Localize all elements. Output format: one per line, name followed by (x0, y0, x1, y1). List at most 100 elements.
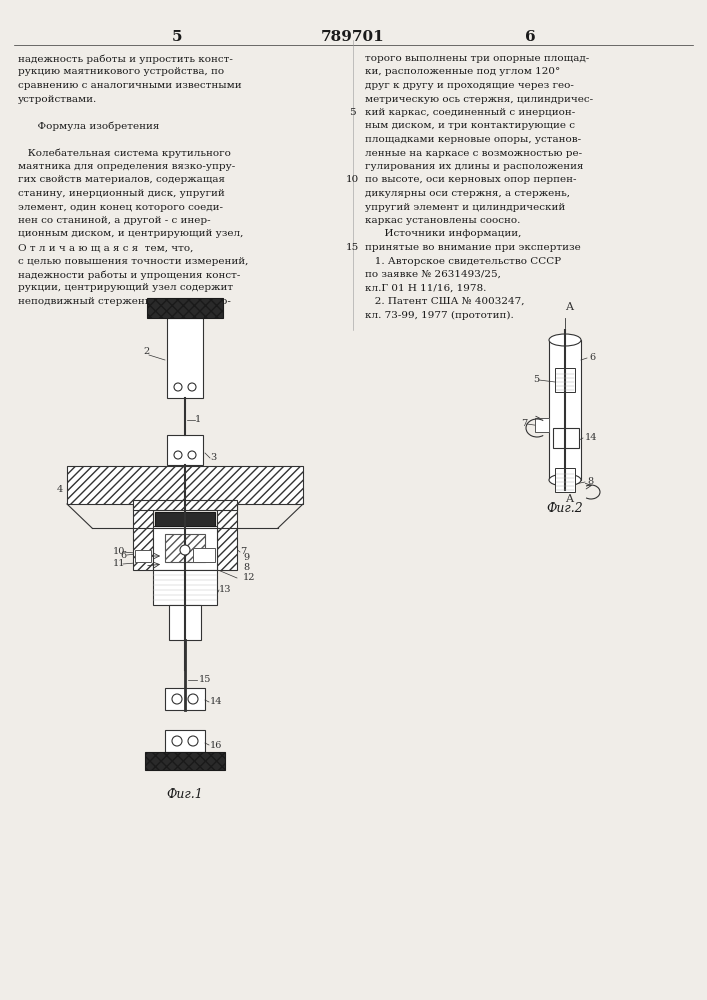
Text: рукцию маятникового устройства, по: рукцию маятникового устройства, по (18, 68, 224, 77)
Bar (133, 500, 237, 510)
Text: дикулярны оси стержня, а стержень,: дикулярны оси стержня, а стержень, (365, 189, 570, 198)
Text: 7: 7 (521, 420, 527, 428)
Text: метрическую ось стержня, цилиндричес-: метрическую ось стержня, цилиндричес- (365, 95, 593, 104)
Circle shape (180, 545, 190, 555)
Text: 6: 6 (525, 30, 535, 44)
Bar (167, 435, 203, 465)
Bar (147, 298, 223, 318)
Text: 15: 15 (199, 676, 211, 684)
Text: с целью повышения точности измерений,: с целью повышения точности измерений, (18, 256, 248, 265)
Text: 1. Авторское свидетельство СССР: 1. Авторское свидетельство СССР (365, 256, 561, 265)
Text: каркас установлены соосно.: каркас установлены соосно. (365, 216, 520, 225)
Bar (145, 752, 225, 770)
Bar (535, 418, 549, 432)
Bar (169, 605, 201, 640)
Text: кл. 73-99, 1977 (прототип).: кл. 73-99, 1977 (прототип). (365, 310, 514, 320)
Bar (555, 368, 575, 392)
Circle shape (188, 383, 196, 391)
Text: принятые во внимание при экспертизе: принятые во внимание при экспертизе (365, 243, 580, 252)
Text: торого выполнены три опорные площад-: торого выполнены три опорные площад- (365, 54, 589, 63)
Bar (165, 688, 205, 710)
Text: A: A (565, 302, 573, 312)
Circle shape (174, 451, 182, 459)
Bar (165, 730, 205, 752)
Circle shape (172, 694, 182, 704)
Text: A: A (565, 494, 573, 504)
Bar (193, 548, 215, 562)
Text: сравнению с аналогичными известными: сравнению с аналогичными известными (18, 81, 242, 90)
Text: 6: 6 (120, 550, 126, 560)
Text: 15: 15 (346, 243, 358, 252)
Text: 2: 2 (143, 348, 149, 357)
Text: 10: 10 (346, 176, 358, 184)
Bar (133, 504, 153, 570)
Text: 12: 12 (243, 574, 255, 582)
Text: 11: 11 (113, 560, 126, 568)
Circle shape (188, 694, 198, 704)
Text: кл.Г 01 Н 11/16, 1978.: кл.Г 01 Н 11/16, 1978. (365, 284, 486, 292)
Bar (153, 570, 217, 605)
Text: ционным диском, и центрирующий узел,: ционным диском, и центрирующий узел, (18, 230, 243, 238)
Text: маятника для определения вязко-упру-: маятника для определения вязко-упру- (18, 162, 235, 171)
Text: рукции, центрирующий узел содержит: рукции, центрирующий узел содержит (18, 284, 233, 292)
Circle shape (174, 383, 182, 391)
Bar (217, 504, 237, 570)
Text: Фиг.1: Фиг.1 (167, 788, 204, 801)
Text: Источники информации,: Источники информации, (365, 230, 521, 238)
Bar (555, 468, 575, 492)
Bar (153, 526, 217, 570)
Text: 5: 5 (533, 375, 539, 384)
Text: 3: 3 (210, 454, 216, 462)
Text: по высоте, оси керновых опор перпен-: по высоте, оси керновых опор перпен- (365, 176, 576, 184)
Text: друг к другу и проходящие через гео-: друг к другу и проходящие через гео- (365, 81, 574, 90)
Bar (553, 428, 579, 448)
Text: нен со станиной, а другой - с инер-: нен со станиной, а другой - с инер- (18, 216, 211, 225)
Text: ленные на каркасе с возможностью ре-: ленные на каркасе с возможностью ре- (365, 148, 582, 157)
Text: О т л и ч а ю щ а я с я  тем, что,: О т л и ч а ю щ а я с я тем, что, (18, 243, 194, 252)
Text: 14: 14 (210, 698, 223, 706)
Bar (167, 318, 203, 398)
Bar (165, 534, 205, 562)
Text: элемент, один конец которого соеди-: элемент, один конец которого соеди- (18, 202, 223, 212)
Text: 5: 5 (195, 514, 202, 522)
Bar (549, 340, 581, 480)
Text: станину, инерционный диск, упругий: станину, инерционный диск, упругий (18, 189, 225, 198)
Text: 4: 4 (57, 486, 63, 494)
Circle shape (172, 736, 182, 746)
Text: 789701: 789701 (321, 30, 385, 44)
Text: 9: 9 (243, 554, 249, 562)
Text: Формула изобретения: Формула изобретения (18, 121, 159, 131)
Bar (135, 550, 151, 562)
Text: Фиг.2: Фиг.2 (547, 502, 583, 515)
Bar (155, 512, 215, 526)
Circle shape (188, 451, 196, 459)
Text: гулирования их длины и расположения: гулирования их длины и расположения (365, 162, 583, 171)
Text: упругий элемент и цилиндрический: упругий элемент и цилиндрический (365, 202, 566, 212)
Text: 2. Патент США № 4003247,: 2. Патент США № 4003247, (365, 297, 525, 306)
Ellipse shape (549, 334, 581, 346)
Text: 5: 5 (172, 30, 182, 44)
Text: 16: 16 (210, 740, 223, 750)
Text: надежность работы и упростить конст-: надежность работы и упростить конст- (18, 54, 233, 64)
Text: неподвижный стержень, по высоте ко-: неподвижный стержень, по высоте ко- (18, 297, 231, 306)
Text: 1: 1 (195, 416, 201, 424)
Text: ным диском, и три контактирующие с: ным диском, и три контактирующие с (365, 121, 575, 130)
Text: 6: 6 (589, 354, 595, 362)
Text: 5: 5 (349, 108, 356, 117)
Text: 14: 14 (585, 434, 597, 442)
Text: кий каркас, соединенный с инерцион-: кий каркас, соединенный с инерцион- (365, 108, 575, 117)
Circle shape (188, 736, 198, 746)
Text: Колебательная система крутильного: Колебательная система крутильного (18, 148, 231, 158)
Text: устройствами.: устройствами. (18, 95, 98, 104)
Text: по заявке № 2631493/25,: по заявке № 2631493/25, (365, 270, 501, 279)
Text: 13: 13 (219, 585, 231, 594)
Bar (67, 466, 303, 504)
Text: 10: 10 (113, 548, 125, 556)
Text: 8: 8 (243, 564, 249, 572)
Ellipse shape (549, 474, 581, 486)
Text: ки, расположенные под углом 120°: ки, расположенные под углом 120° (365, 68, 560, 77)
Text: 8: 8 (587, 478, 593, 487)
Text: площадками керновые опоры, установ-: площадками керновые опоры, установ- (365, 135, 581, 144)
Text: 7: 7 (240, 548, 246, 556)
Text: надежности работы и упрощения конст-: надежности работы и упрощения конст- (18, 270, 240, 279)
